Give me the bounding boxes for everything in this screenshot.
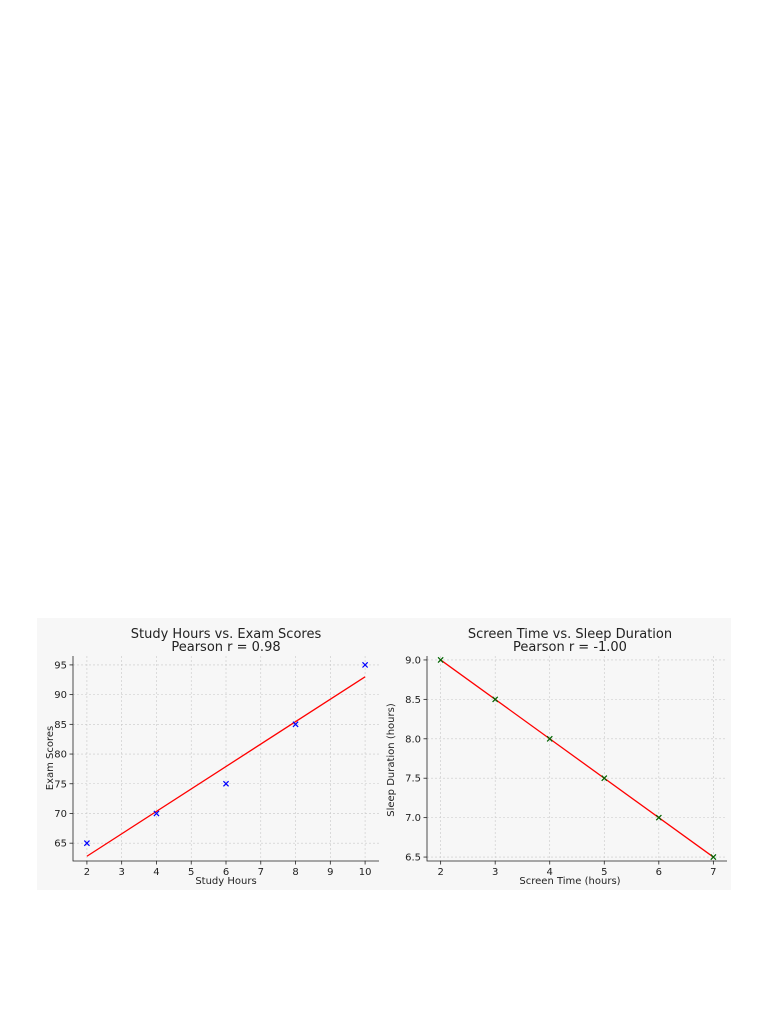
data-point	[292, 721, 299, 728]
y-tick-label: 6.5	[405, 853, 421, 864]
chart-title: Study Hours vs. Exam Scores	[131, 627, 322, 642]
y-tick-label: 7.5	[405, 774, 421, 785]
x-tick-label: 4	[547, 867, 553, 878]
fit-line	[440, 659, 714, 858]
y-tick-label: 95	[54, 660, 67, 671]
y-tick-label: 8.5	[405, 695, 421, 706]
y-tick-label: 9.0	[405, 655, 421, 666]
data-point	[601, 775, 608, 782]
y-tick-label: 65	[54, 839, 67, 850]
data-point	[492, 696, 499, 703]
data-point	[655, 814, 662, 821]
data-point	[222, 780, 230, 787]
y-axis-label: Sleep Duration (hours)	[386, 703, 397, 817]
y-tick-label: 80	[54, 750, 67, 761]
x-tick-label: 4	[153, 867, 159, 878]
y-tick-label: 85	[54, 720, 67, 731]
grid	[427, 656, 727, 861]
fit-line	[86, 676, 366, 857]
y-tick-label: 90	[54, 690, 67, 701]
y-tick-label: 7.0	[405, 813, 421, 824]
x-tick-label: 7	[710, 867, 716, 878]
data-point	[362, 661, 369, 668]
chart-subtitle: Pearson r = 0.98	[171, 640, 280, 655]
chart-study-hours: Study Hours vs. Exam Scores Pearson r = …	[45, 627, 379, 887]
x-tick-label: 6	[656, 867, 662, 878]
y-tick-label: 70	[54, 809, 67, 820]
data-point	[710, 854, 717, 861]
x-tick-label: 2	[84, 867, 90, 878]
data-point	[83, 840, 90, 847]
chart-title: Screen Time vs. Sleep Duration	[468, 627, 672, 642]
x-axis-label: Study Hours	[195, 876, 256, 887]
x-axis-label: Screen Time (hours)	[519, 876, 620, 887]
figure: Study Hours vs. Exam Scores Pearson r = …	[37, 618, 731, 890]
chart-screen-time: Screen Time vs. Sleep Duration Pearson r…	[386, 627, 727, 887]
chart-subtitle: Pearson r = -1.00	[513, 640, 627, 655]
plot-area	[83, 661, 369, 857]
x-tick-label: 6	[223, 867, 229, 878]
x-tick-label: 8	[292, 867, 298, 878]
y-tick-label: 75	[54, 779, 67, 790]
grid	[73, 656, 379, 861]
x-tick-label: 3	[492, 867, 498, 878]
plot-area	[437, 656, 717, 861]
axes: 2 3 4 5 6 7 6.5 7.0 7.5 8.0 8.5 9.0	[405, 655, 727, 878]
data-point	[546, 735, 553, 742]
data-point	[437, 656, 444, 663]
x-tick-label: 7	[258, 867, 264, 878]
y-tick-label: 8.0	[405, 734, 421, 745]
axis-spine	[72, 656, 379, 862]
x-tick-label: 5	[188, 867, 194, 878]
axes: 2 3 4 5 6 7 8 9 10 65 70 75 80 85 90 95	[54, 656, 379, 878]
x-tick-label: 3	[118, 867, 124, 878]
axis-spine	[426, 656, 727, 862]
x-tick-label: 5	[601, 867, 607, 878]
data-point	[153, 810, 160, 817]
x-tick-label: 2	[437, 867, 443, 878]
y-axis-label: Exam Scores	[45, 726, 56, 791]
x-tick-label: 9	[327, 867, 333, 878]
x-tick-label: 10	[359, 867, 372, 878]
